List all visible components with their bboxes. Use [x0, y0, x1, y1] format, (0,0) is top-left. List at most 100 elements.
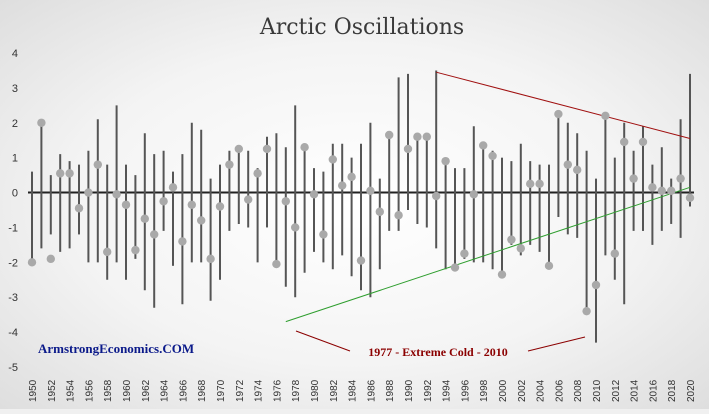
- data-point: [488, 151, 497, 161]
- y-tick-label: -1: [8, 222, 18, 234]
- data-point: [601, 111, 610, 121]
- x-tick-label: 1984: [348, 379, 359, 402]
- data-point: [84, 188, 93, 197]
- data-point: [479, 141, 488, 150]
- data-point: [215, 202, 225, 211]
- y-tick-label: 2: [12, 118, 18, 130]
- data-point: [46, 254, 55, 264]
- data-point: [168, 183, 178, 192]
- x-tick-label: 1958: [103, 379, 114, 402]
- watermark-text: ArmstrongEconomics.COM: [38, 341, 194, 356]
- data-point: [591, 280, 601, 290]
- data-point: [225, 160, 234, 169]
- data-point: [554, 109, 563, 119]
- y-tick-label: -4: [8, 327, 18, 339]
- data-point: [685, 193, 695, 202]
- x-tick-label: 2016: [648, 379, 659, 402]
- data-point: [338, 181, 347, 190]
- data-point: [544, 261, 554, 271]
- data-point: [112, 190, 121, 199]
- data-point: [507, 235, 516, 244]
- x-tick-label: 1952: [47, 379, 58, 402]
- data-point: [432, 191, 441, 201]
- x-tick-label: 1978: [291, 379, 302, 402]
- chart-marks: [27, 70, 695, 352]
- data-point: [526, 179, 535, 189]
- data-point: [272, 259, 281, 269]
- x-tick-label: 1954: [66, 379, 77, 402]
- data-point: [328, 155, 337, 164]
- x-axis: 1950 1952 1954 1956 1958 1960 1962 1964 1966 1968…: [28, 379, 697, 402]
- data-point: [37, 118, 46, 127]
- data-point: [366, 186, 375, 196]
- data-point: [385, 130, 394, 140]
- data-point: [178, 237, 187, 246]
- y-tick-label: 3: [12, 83, 18, 95]
- data-point: [413, 132, 422, 141]
- y-tick-label: -2: [8, 257, 18, 269]
- x-tick-label: 1968: [197, 379, 208, 402]
- x-tick-label: 1976: [272, 379, 283, 402]
- data-point: [375, 207, 384, 216]
- x-tick-label: 1996: [460, 379, 471, 402]
- data-point: [648, 183, 657, 192]
- data-point: [131, 245, 140, 255]
- x-tick-label: 1966: [178, 379, 189, 402]
- x-tick-label: 2000: [498, 379, 509, 402]
- data-point: [281, 197, 290, 206]
- data-point: [121, 200, 131, 209]
- x-tick-label: 1972: [235, 379, 246, 402]
- x-tick-label: 1960: [122, 379, 133, 402]
- data-point: [27, 258, 37, 267]
- data-point: [394, 211, 403, 220]
- x-tick-label: 1988: [385, 379, 396, 402]
- data-point: [497, 270, 507, 279]
- data-point: [319, 230, 328, 239]
- y-axis: 4 3 2 1 0 -1 -2 -3 -4 -5: [8, 48, 18, 374]
- data-point: [629, 174, 638, 183]
- x-tick-label: 1950: [28, 379, 39, 402]
- data-point: [347, 172, 356, 182]
- x-tick-label: 2006: [554, 379, 565, 402]
- x-tick-label: 2010: [592, 379, 603, 402]
- x-tick-label: 1990: [404, 379, 415, 402]
- data-point: [638, 137, 648, 147]
- x-tick-label: 1974: [254, 379, 265, 402]
- x-tick-label: 1998: [479, 379, 490, 402]
- data-point: [620, 137, 629, 147]
- data-point: [74, 204, 84, 213]
- annotation-pointer-right: [527, 336, 586, 352]
- data-point: [159, 197, 168, 206]
- data-point: [206, 254, 215, 264]
- x-tick-label: 2004: [536, 379, 547, 402]
- annotation-text: 1977 - Extreme Cold - 2010: [368, 345, 507, 359]
- x-tick-label: 2012: [611, 379, 622, 402]
- y-tick-label: 0: [12, 188, 18, 200]
- annotation-pointer-left: [295, 330, 351, 352]
- y-tick-label: -3: [8, 292, 18, 304]
- x-tick-label: 1956: [84, 379, 95, 402]
- data-point: [582, 306, 591, 316]
- x-tick-label: 1986: [366, 379, 377, 402]
- data-point: [403, 144, 413, 154]
- data-point: [422, 132, 431, 141]
- data-point: [535, 179, 544, 189]
- x-tick-label: 1994: [442, 379, 453, 402]
- data-point: [150, 230, 159, 239]
- data-point: [65, 169, 74, 178]
- data-point: [657, 186, 666, 196]
- data-point: [563, 160, 572, 169]
- y-tick-label: 4: [12, 48, 18, 60]
- data-point: [573, 165, 582, 175]
- x-tick-label: 1964: [160, 379, 171, 402]
- x-tick-label: 1992: [423, 379, 434, 402]
- data-point: [103, 247, 112, 257]
- data-point: [309, 190, 319, 199]
- lower-trend-line: [285, 186, 691, 323]
- data-point: [450, 263, 460, 272]
- chart-title: Arctic Oscillations: [259, 15, 464, 40]
- data-point: [197, 216, 206, 225]
- x-tick-label: 1970: [216, 379, 227, 402]
- data-point: [234, 144, 243, 154]
